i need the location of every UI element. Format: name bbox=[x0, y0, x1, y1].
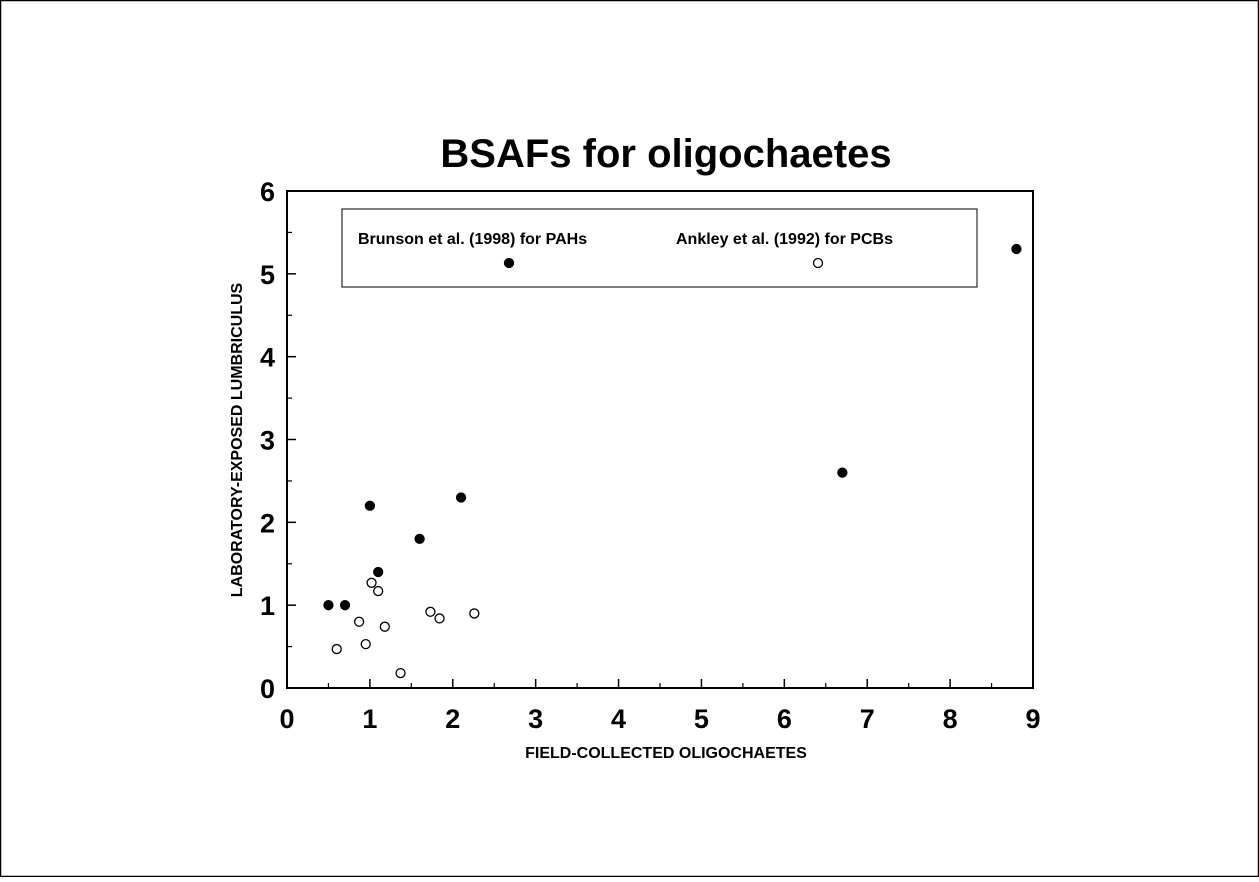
y-tick-label: 6 bbox=[260, 177, 275, 207]
legend-marker-pcbs bbox=[812, 257, 824, 269]
x-tick-label: 5 bbox=[694, 704, 709, 734]
pcb-data-point bbox=[469, 608, 480, 619]
pcb-data-point bbox=[353, 616, 365, 627]
pah-data-point bbox=[323, 600, 334, 611]
legend-box bbox=[341, 208, 978, 288]
x-axis: 0 1 2 3 4 5 6 7 8 9 bbox=[279, 679, 1041, 734]
pah-data-point bbox=[455, 492, 467, 503]
pcb-data-point bbox=[425, 606, 436, 617]
legend-label-pcbs: Ankley et al. (1992) for PCBs bbox=[676, 231, 893, 248]
pah-data-point bbox=[837, 467, 848, 478]
y-axis-label: LABORATORY-EXPOSED LUMBRICULUS bbox=[229, 282, 246, 597]
data-points bbox=[323, 243, 1022, 679]
x-tick-label: 6 bbox=[777, 704, 792, 734]
y-tick-label: 1 bbox=[260, 591, 275, 621]
pah-data-point bbox=[364, 500, 376, 511]
y-tick-label: 5 bbox=[260, 260, 275, 290]
pah-data-point bbox=[1011, 243, 1022, 255]
legend: Brunson et al. (1998) for PAHs Ankley et… bbox=[341, 208, 978, 288]
pcb-data-point bbox=[379, 621, 390, 632]
pah-data-point bbox=[373, 566, 384, 578]
pcb-data-point bbox=[395, 667, 406, 679]
legend-label-pahs: Brunson et al. (1998) for PAHs bbox=[358, 231, 587, 248]
y-tick-label: 3 bbox=[260, 426, 275, 456]
y-tick-label: 0 bbox=[260, 674, 275, 704]
chart-title: BSAFs for oligochaetes bbox=[440, 132, 891, 176]
x-tick-label: 7 bbox=[860, 704, 875, 734]
y-tick-label: 2 bbox=[260, 508, 275, 538]
pah-data-point bbox=[339, 600, 351, 611]
x-tick-label: 4 bbox=[611, 704, 626, 734]
legend-marker-pahs bbox=[503, 257, 515, 269]
y-tick-label: 4 bbox=[260, 343, 275, 373]
pcb-data-point bbox=[434, 613, 445, 624]
x-tick-label: 1 bbox=[362, 704, 377, 734]
pcb-data-point bbox=[331, 643, 342, 655]
pah-data-point bbox=[414, 533, 425, 545]
x-tick-label: 0 bbox=[279, 704, 294, 734]
x-tick-label: 3 bbox=[528, 704, 543, 734]
pcb-data-point bbox=[360, 638, 371, 650]
pcb-data-point bbox=[373, 585, 384, 597]
x-tick-label: 8 bbox=[943, 704, 958, 734]
x-tick-label: 2 bbox=[445, 704, 460, 734]
x-tick-label: 9 bbox=[1025, 704, 1040, 734]
pcb-data-point bbox=[366, 577, 377, 588]
x-axis-label: FIELD-COLLECTED OLIGOCHAETES bbox=[525, 745, 807, 762]
y-axis: 0 1 2 3 4 5 6 bbox=[260, 177, 296, 704]
